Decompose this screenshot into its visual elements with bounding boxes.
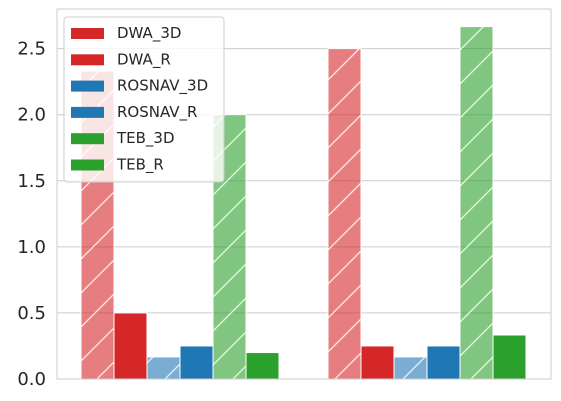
bar-hatch [460, 26, 493, 379]
y-tick-label: 1.0 [17, 237, 46, 258]
bar-rosnav-r [426, 345, 461, 380]
y-tick-label: 2.0 [17, 105, 46, 126]
legend-label: TEB_R [116, 156, 164, 175]
legend-swatch [71, 54, 104, 66]
legend-swatch [71, 80, 104, 92]
legend-swatch [71, 106, 104, 118]
bar-teb-r [245, 352, 280, 380]
y-axis: 0.0 0.5 1.0 1.5 2.0 2.5 [17, 39, 46, 390]
y-tick-label: 0.5 [17, 303, 46, 324]
legend-label: DWA_3D [117, 24, 181, 43]
y-tick-label: 0.0 [17, 369, 46, 390]
plot-frame [56, 8, 552, 380]
y-tick-label: 2.5 [17, 39, 46, 60]
bar-hatch [394, 356, 427, 379]
bar-hatch [147, 356, 180, 379]
y-tick-label: 1.5 [17, 171, 46, 192]
legend-swatch [71, 28, 104, 39]
bar-hatch [328, 48, 361, 380]
legend-label: TEB_3D [116, 129, 175, 148]
legend-label: ROSNAV_3D [117, 77, 208, 96]
legend-swatch [71, 159, 104, 171]
legend-label: ROSNAV_R [117, 103, 197, 122]
legend-label: DWA_R [117, 50, 171, 69]
legend-swatch [71, 133, 104, 145]
legend: DWA_3D DWA_R ROSNAV_3D ROSNAV_R TEB_3D TEB_R [63, 16, 225, 183]
bar-teb-r [492, 334, 527, 380]
bar-rosnav-r [179, 345, 214, 380]
bar-dwa-r [360, 345, 395, 380]
bar-dwa-r [113, 312, 148, 380]
